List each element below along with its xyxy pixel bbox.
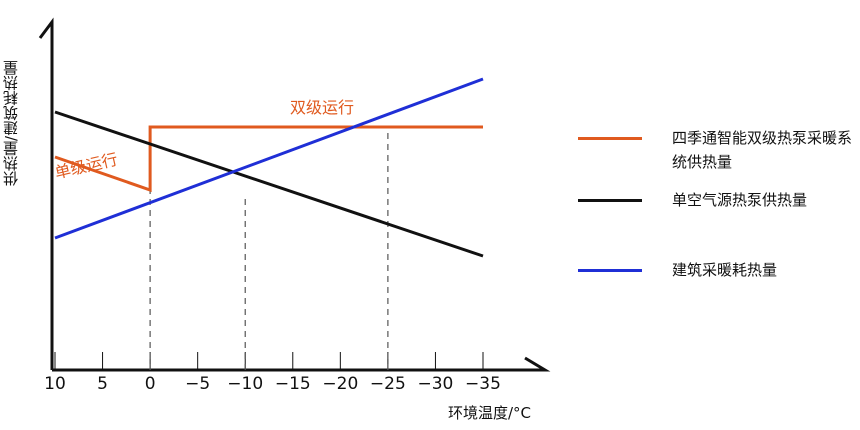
reference-lines <box>149 127 389 370</box>
annotation-dual-stage: 双级运行 <box>290 98 355 117</box>
x-tick-label: −5 <box>185 374 211 394</box>
x-tick-label: −25 <box>369 374 406 394</box>
legend-swatch <box>578 137 642 140</box>
x-tick-label: −35 <box>465 374 501 394</box>
legend-swatch <box>578 199 642 202</box>
x-tick-label: 10 <box>44 374 66 394</box>
series-line-0 <box>54 125 483 193</box>
x-axis-label: 环境温度/°C <box>448 404 532 422</box>
x-tick-label: 0 <box>144 374 156 394</box>
y-axis-line <box>38 17 54 370</box>
legend-label: 建筑采暖耗热量 <box>672 261 778 279</box>
series-line-1 <box>54 110 484 258</box>
legend-swatch <box>578 269 642 272</box>
x-tick-label: 5 <box>97 374 108 394</box>
series-lines <box>54 77 484 258</box>
x-tick-label: −30 <box>417 374 454 394</box>
x-axis-line <box>52 356 551 372</box>
x-tick-label: −15 <box>274 374 311 394</box>
x-tick-label: −10 <box>227 374 264 394</box>
x-tick-label: −20 <box>322 374 359 394</box>
y-axis-label: 供热量/建筑耗热量 <box>2 60 20 186</box>
legend-label: 四季通智能双级热泵采暖系统供热量 <box>672 129 853 171</box>
series-line-2 <box>54 77 484 240</box>
axes <box>38 17 551 372</box>
legend-label: 单空气源热泵供热量 <box>672 191 808 209</box>
